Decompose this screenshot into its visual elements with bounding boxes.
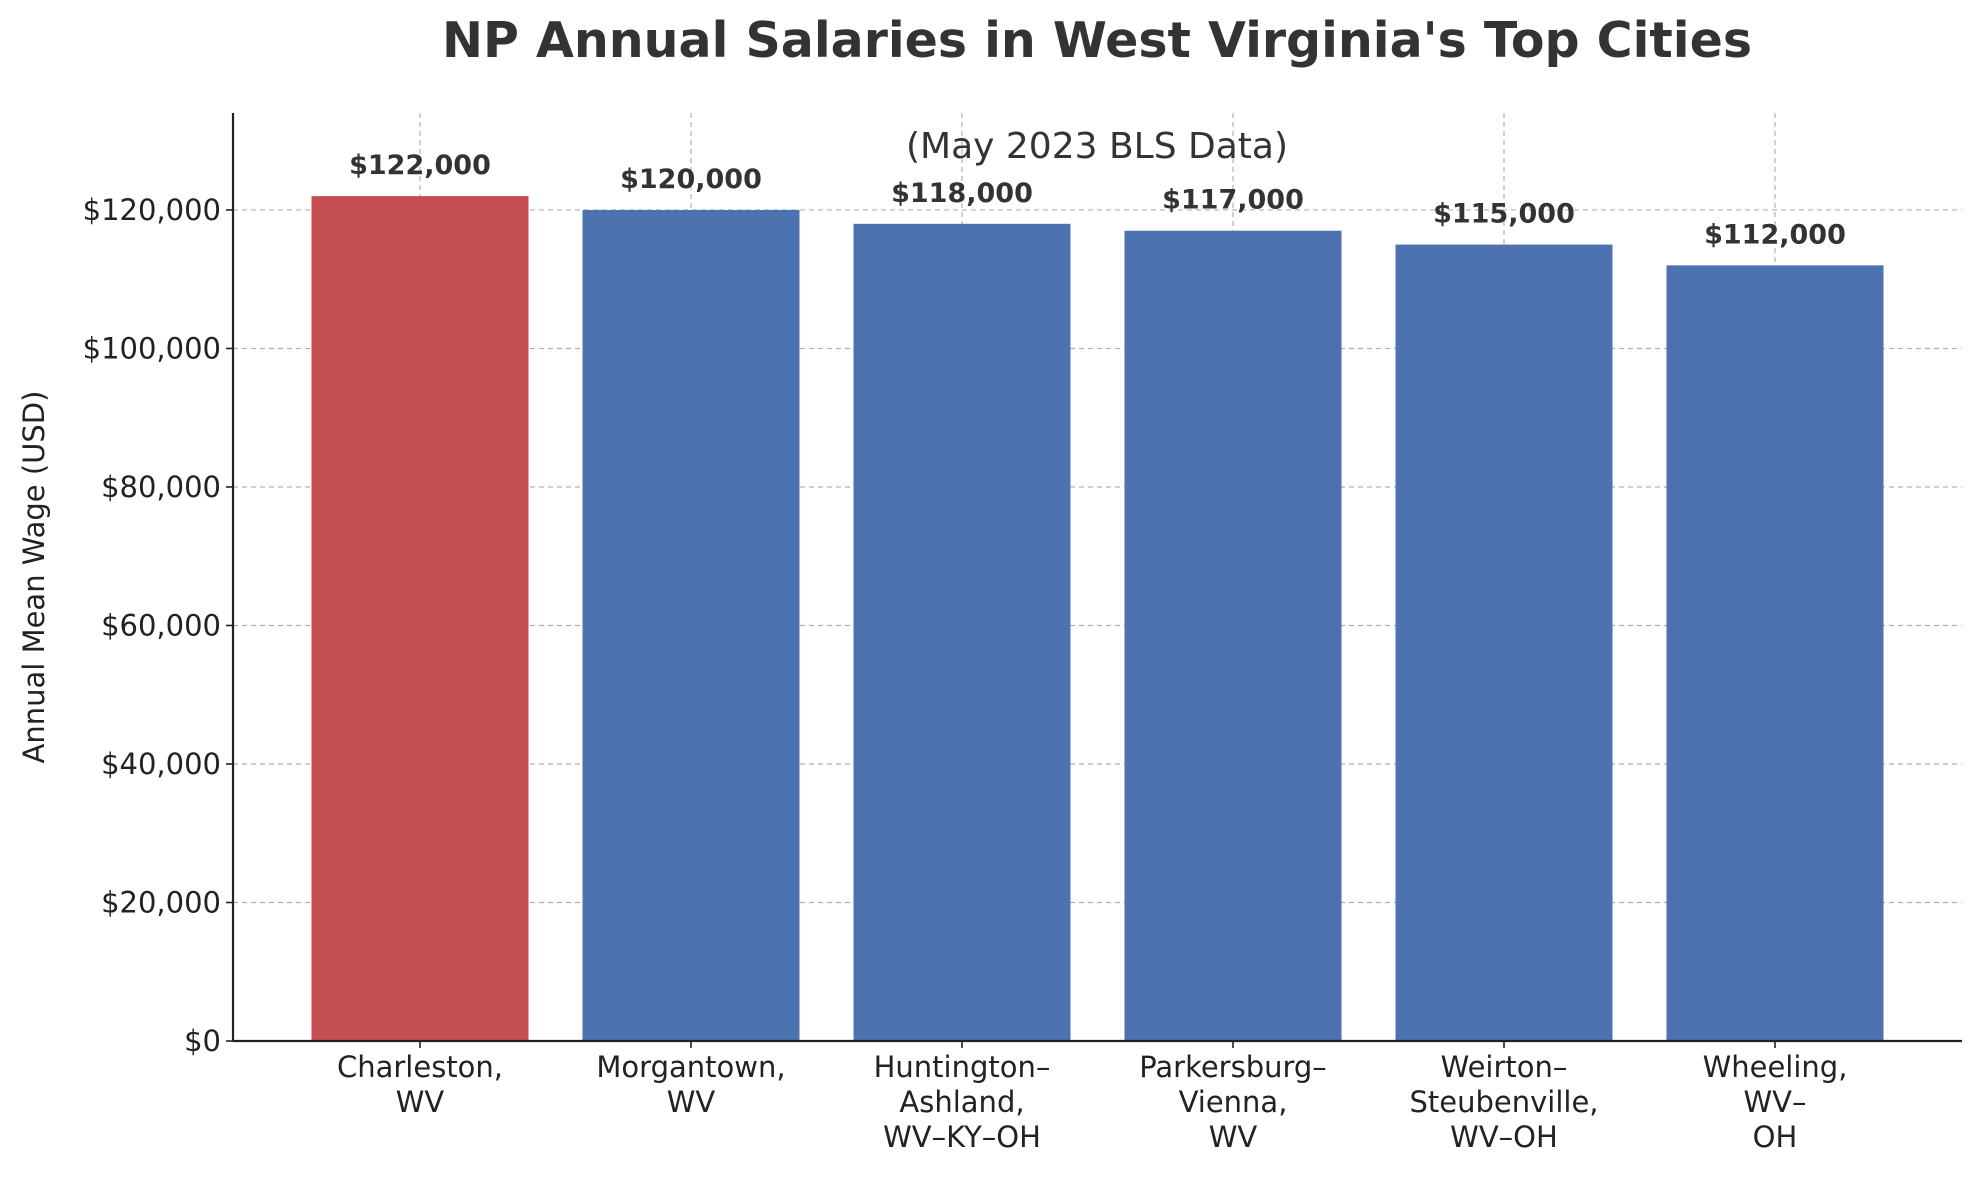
y-tick-label: $20,000 [101, 885, 221, 919]
bar-value-label: $118,000 [891, 178, 1033, 209]
x-tick-label: Parkersburg– Vienna, WV [1139, 1050, 1327, 1154]
x-tick-label-line: WV–OH [1450, 1120, 1558, 1154]
bar [1666, 265, 1884, 1041]
x-tick-label-line: Wheeling, [1703, 1050, 1848, 1084]
x-tick-label-line: WV– [1743, 1085, 1806, 1119]
bar-value-label: $122,000 [349, 150, 491, 181]
x-tick-label-line: WV–KY–OH [883, 1120, 1041, 1154]
axes [231, 113, 1962, 1043]
x-tick-label-line: WV [396, 1085, 445, 1119]
x-tick-label: Wheeling, WV– OH [1703, 1050, 1848, 1154]
x-tick-label-line: Steubenville, [1409, 1085, 1598, 1119]
x-tick-label-line: Morgantown, [596, 1050, 785, 1084]
bar [311, 196, 529, 1041]
bars [311, 196, 1884, 1042]
x-tick-label-line: WV [1209, 1120, 1258, 1154]
x-tick-label: Weirton– Steubenville, WV–OH [1409, 1050, 1598, 1154]
bar-value-label: $115,000 [1433, 199, 1575, 230]
bar-value-label: $120,000 [620, 164, 762, 195]
chart-subtitle: (May 2023 BLS Data) [906, 126, 1288, 167]
x-tick-label-line: WV [667, 1085, 716, 1119]
x-tick-label-line: Vienna, [1179, 1085, 1288, 1119]
bar-value-label: $112,000 [1704, 219, 1846, 250]
x-tick-label: Morgantown, WV [596, 1050, 785, 1119]
y-tick-label: $80,000 [101, 470, 221, 504]
bar [1124, 230, 1342, 1042]
x-tick-label-line: OH [1753, 1120, 1798, 1154]
x-tick-label-line: Charleston, [337, 1050, 503, 1084]
bar-value-label: $117,000 [1162, 185, 1304, 216]
x-tick-label: Charleston, WV [337, 1050, 503, 1119]
x-tick-label-line: Parkersburg– [1139, 1050, 1327, 1084]
y-tick-label: $0 [184, 1024, 221, 1058]
bar [853, 223, 1071, 1041]
chart-title: NP Annual Salaries in West Virginia's To… [442, 12, 1752, 69]
y-tick-label: $100,000 [83, 331, 221, 365]
x-tick-label-line: Ashland, [899, 1085, 1024, 1119]
bar [1395, 244, 1613, 1041]
x-tick-label-line: Huntington– [874, 1050, 1051, 1084]
x-tick-label-line: Weirton– [1441, 1050, 1568, 1084]
labels: $0 $20,000 $40,000 $60,000 $80,000 $100,000 $1… [83, 150, 1848, 1154]
bar [582, 209, 800, 1042]
y-axis-label: Annual Mean Wage (USD) [17, 391, 51, 764]
y-tick-label: $40,000 [101, 747, 221, 781]
y-tick-label: $120,000 [83, 193, 221, 227]
x-tick-label: Huntington– Ashland, WV–KY–OH [874, 1050, 1051, 1154]
y-tick-label: $60,000 [101, 608, 221, 642]
